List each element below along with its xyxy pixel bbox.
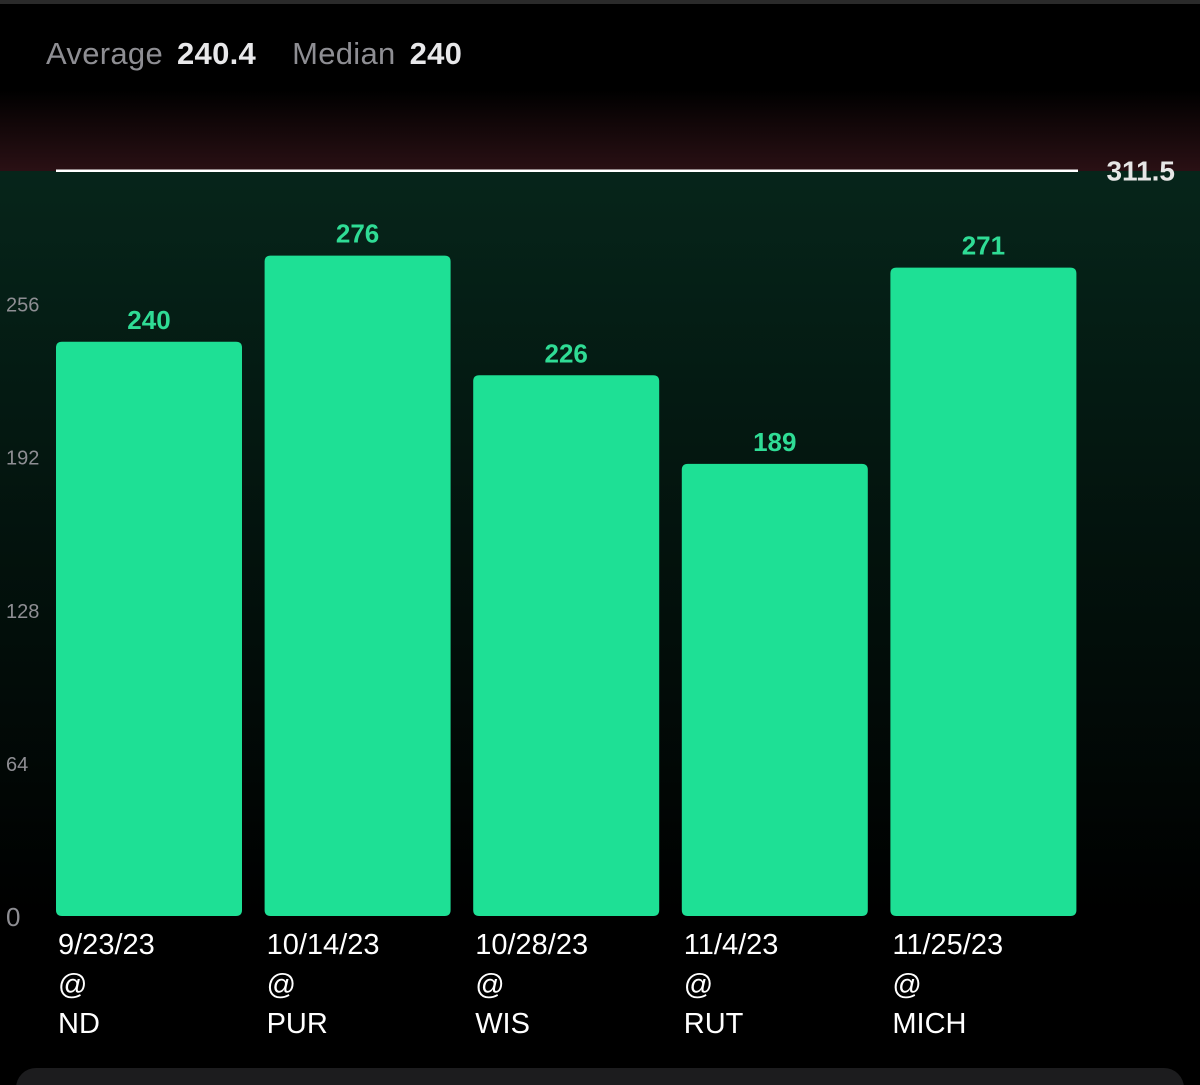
summary-stats: Average 240.4 Median 240 (46, 36, 462, 80)
category-label: WIS (475, 1008, 530, 1040)
category-label: 11/4/23 (684, 929, 779, 961)
category-label: ND (58, 1008, 100, 1040)
bar (473, 375, 660, 916)
category-label: 10/14/23 (267, 929, 380, 961)
category-label: RUT (684, 1008, 744, 1040)
category-label: 11/25/23 (892, 929, 1003, 961)
bars: 240 276 226 189 271 (56, 219, 1077, 917)
category-label: @ (58, 969, 87, 1001)
bar-value-label: 189 (753, 427, 796, 457)
category-label: @ (684, 969, 713, 1001)
category-label: 10/28/23 (475, 929, 588, 961)
threshold-label: 311.5 (1106, 156, 1175, 187)
median-value: 240 (409, 36, 463, 71)
bar-value-label: 271 (962, 231, 1005, 261)
bar (56, 341, 242, 916)
top-divider (0, 0, 1200, 4)
average-value: 240.4 (177, 36, 257, 71)
category-label: @ (475, 969, 504, 1001)
category-label: MICH (892, 1008, 966, 1040)
y-tick-label: 256 (6, 295, 39, 317)
y-axis-ticks: 0 64 128 192 256 (6, 295, 39, 932)
bar-value-label: 226 (545, 338, 588, 368)
y-tick-label: 192 (6, 448, 39, 470)
bar (681, 463, 868, 916)
threshold-group: 311.5 (56, 156, 1175, 187)
bar-chart: 0 64 128 192 256 240 276 226 189 271 311.5 9/23/… (0, 90, 1200, 1040)
category-label: 9/23/23 (58, 929, 155, 961)
category-label: PUR (267, 1008, 328, 1040)
bottom-card (16, 1068, 1184, 1085)
above-threshold-region (0, 90, 1200, 171)
category-label: @ (892, 969, 921, 1001)
bar-value-label: 276 (336, 219, 379, 249)
bar (890, 267, 1077, 916)
category-label: @ (267, 969, 296, 1001)
bar-value-label: 240 (127, 305, 170, 335)
y-tick-label: 64 (6, 754, 28, 776)
y-tick-label: 128 (6, 601, 39, 623)
bar (264, 255, 451, 917)
y-tick-label: 0 (6, 902, 20, 932)
median-label: Median (292, 36, 396, 71)
average-label: Average (46, 36, 164, 71)
category-labels: 9/23/23 @ ND 10/14/23 @ PUR 10/28/23 @ WIS 11/4/2… (58, 929, 1003, 1040)
